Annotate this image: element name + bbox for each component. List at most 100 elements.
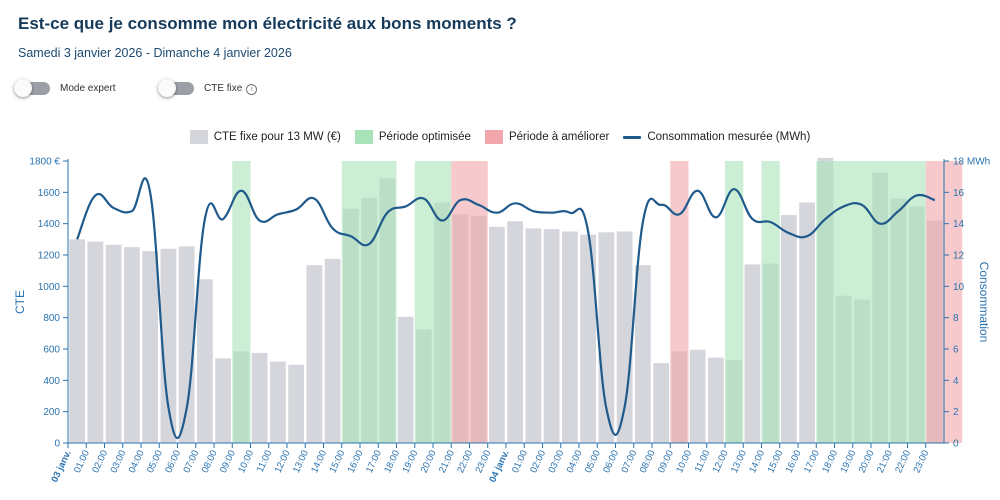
cte-bar xyxy=(653,363,669,443)
switch-knob xyxy=(158,79,176,97)
chart-legend: CTE fixe pour 13 MW (€) Période optimisé… xyxy=(0,130,1000,144)
cte-bar xyxy=(160,248,177,443)
left-tick-label: 1400 xyxy=(38,219,61,230)
x-tick-label: 01:00 xyxy=(72,449,92,475)
optimized-period xyxy=(341,161,397,443)
cte-bar xyxy=(215,358,231,443)
cte-fixe-text: CTE fixe xyxy=(204,82,243,94)
bar-swatch xyxy=(189,130,208,144)
x-tick-label: 06:00 xyxy=(601,449,621,475)
right-tick-label: 2 xyxy=(953,407,959,418)
right-tick-label: 12 xyxy=(953,251,965,262)
cte-bar xyxy=(799,202,815,443)
expert-mode-toggle[interactable]: Mode expert xyxy=(14,79,116,97)
cte-bar xyxy=(562,231,578,443)
legend-item-cte[interactable]: CTE fixe pour 13 MW (€) xyxy=(189,130,341,144)
x-tick-label: 20:00 xyxy=(857,449,877,475)
cte-bar xyxy=(525,228,542,443)
x-tick-label: 13:00 xyxy=(291,449,311,475)
left-tick-label: 1000 xyxy=(38,282,61,293)
left-tick-label: 1800 € xyxy=(29,157,60,168)
legend-label-optimized: Période optimisée xyxy=(378,131,471,143)
cte-bar xyxy=(124,247,140,443)
cte-bar xyxy=(598,232,615,443)
x-tick-label: 10:00 xyxy=(236,449,256,475)
improve-swatch xyxy=(484,130,503,144)
x-tick-label: 16:00 xyxy=(346,449,366,475)
x-tick-label: 05:00 xyxy=(145,449,165,475)
cte-fixe-label: CTE fixe i xyxy=(204,82,258,95)
x-tick-label: 17:00 xyxy=(802,449,822,475)
x-tick-label: 10:00 xyxy=(674,449,694,475)
cte-bar xyxy=(69,239,85,443)
x-tick-label: 19:00 xyxy=(400,449,420,475)
x-tick-label: 15:00 xyxy=(765,449,785,475)
cte-bar xyxy=(87,241,104,443)
x-tick-label: 12:00 xyxy=(711,449,731,475)
x-tick-label: 06:00 xyxy=(163,449,183,475)
cte-bar xyxy=(616,231,633,443)
switch-knob xyxy=(14,79,32,97)
optimized-period xyxy=(725,161,744,443)
expert-mode-label: Mode expert xyxy=(60,83,116,94)
left-tick-label: 1600 xyxy=(38,188,61,199)
x-tick-label: 18:00 xyxy=(382,449,402,475)
x-tick-label: 21:00 xyxy=(875,449,895,475)
expert-mode-switch[interactable] xyxy=(14,79,50,97)
cte-bar xyxy=(197,279,213,443)
cte-bar xyxy=(324,258,341,443)
cte-bar xyxy=(543,229,560,443)
cte-bar xyxy=(105,244,122,443)
page-title: Est-ce que je consomme mon électricité a… xyxy=(18,14,517,33)
x-tick-label: 08:00 xyxy=(638,449,658,475)
legend-item-consumption[interactable]: Consommation mesurée (MWh) xyxy=(623,130,810,144)
x-tick-label: 12:00 xyxy=(273,449,293,475)
cte-bar xyxy=(580,234,596,443)
cte-fixe-switch[interactable] xyxy=(158,79,194,97)
improve-period xyxy=(670,161,689,443)
x-tick-label: 23:00 xyxy=(911,449,931,475)
x-tick-label: 04:00 xyxy=(127,449,147,475)
x-tick-label: 01:00 xyxy=(510,449,530,475)
optimized-period xyxy=(414,161,452,443)
left-tick-label: 1200 xyxy=(38,251,61,262)
x-tick-label: 16:00 xyxy=(784,449,804,475)
cte-bar xyxy=(270,361,286,443)
right-tick-label: 18 MWh xyxy=(953,157,990,168)
cte-bar xyxy=(507,221,523,443)
right-tick-label: 4 xyxy=(953,376,959,387)
right-tick-label: 16 xyxy=(953,188,965,199)
x-tick-label: 02:00 xyxy=(90,449,110,475)
optimized-period xyxy=(816,161,926,443)
x-tick-label: 07:00 xyxy=(181,449,201,475)
cte-fixe-toggle[interactable]: CTE fixe i xyxy=(158,79,258,97)
right-tick-label: 10 xyxy=(953,282,965,293)
left-tick-label: 400 xyxy=(43,376,60,387)
left-tick-label: 0 xyxy=(54,439,60,450)
cte-bar xyxy=(251,352,268,443)
x-tick-label: 11:00 xyxy=(255,449,275,475)
cte-bar xyxy=(781,215,797,443)
info-icon[interactable]: i xyxy=(246,83,258,95)
improve-period xyxy=(451,161,488,443)
cte-bar xyxy=(288,364,304,443)
line-swatch xyxy=(623,135,642,139)
x-tick-label: 03:00 xyxy=(546,449,566,475)
cte-bar xyxy=(744,264,761,443)
cte-bar xyxy=(178,246,195,443)
date-range: Samedi 3 janvier 2026 - Dimanche 4 janvi… xyxy=(18,46,292,60)
x-tick-label: 02:00 xyxy=(528,449,548,475)
right-tick-label: 6 xyxy=(953,345,959,356)
legend-item-optimized[interactable]: Période optimisée xyxy=(354,130,471,144)
left-tick-label: 800 xyxy=(43,313,60,324)
left-tick-label: 200 xyxy=(43,407,60,418)
consumption-line xyxy=(76,177,936,440)
x-tick-label: 19:00 xyxy=(838,449,858,475)
right-axis-title: Consommation xyxy=(977,262,991,343)
right-tick-label: 8 xyxy=(953,313,959,324)
x-tick-label: 22:00 xyxy=(893,449,913,475)
x-tick-label: 20:00 xyxy=(419,449,439,475)
legend-item-improve[interactable]: Période à améliorer xyxy=(484,130,609,144)
x-tick-label: 09:00 xyxy=(218,449,238,475)
